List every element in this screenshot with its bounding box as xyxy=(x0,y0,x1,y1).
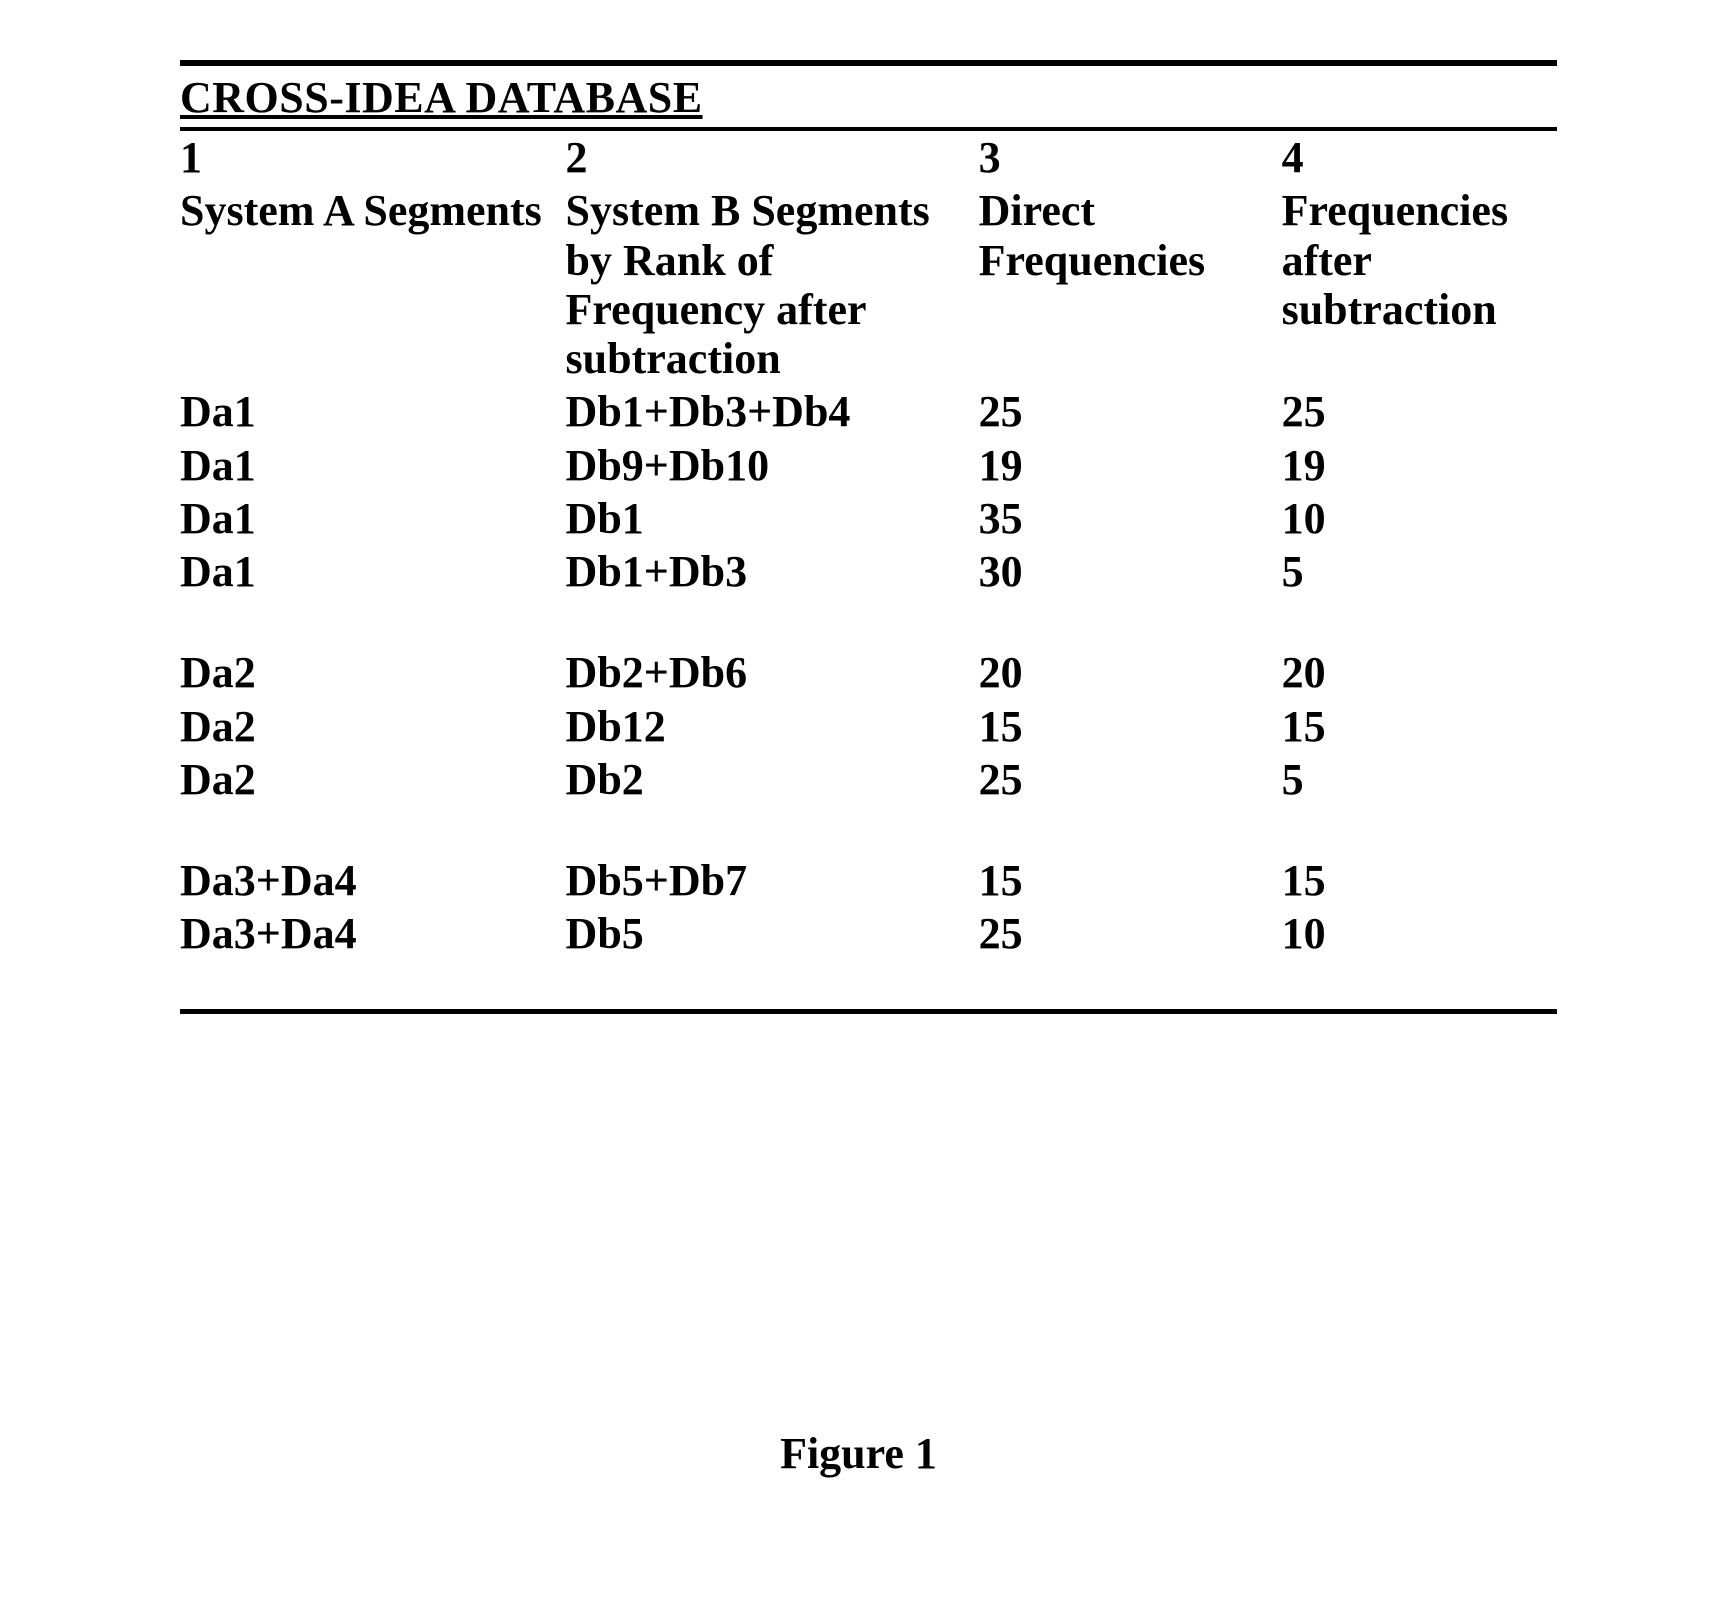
cell-system-a: Da3+Da4 xyxy=(180,907,566,960)
cell-freq-after: 25 xyxy=(1282,385,1557,438)
table-row: Da3+Da4 Db5 25 10 xyxy=(180,907,1557,960)
cross-idea-table: 1 2 3 4 System A Segments System B Segme… xyxy=(180,131,1557,1009)
group-spacer xyxy=(180,806,1557,854)
col-label: Direct Frequencies xyxy=(979,184,1282,385)
cell-freq-after: 5 xyxy=(1282,753,1557,806)
figure-caption: Figure 1 xyxy=(0,1428,1717,1479)
cell-system-a: Da3+Da4 xyxy=(180,854,566,907)
cell-direct-freq: 15 xyxy=(979,854,1282,907)
cell-system-b: Db2+Db6 xyxy=(566,646,979,699)
cell-system-b: Db1+Db3 xyxy=(566,545,979,598)
cell-system-a: Da2 xyxy=(180,646,566,699)
col-number: 3 xyxy=(979,131,1282,184)
cell-system-b: Db2 xyxy=(566,753,979,806)
cell-system-a: Da1 xyxy=(180,492,566,545)
table-row: Da2 Db2 25 5 xyxy=(180,753,1557,806)
cell-system-b: Db5 xyxy=(566,907,979,960)
col-label: Frequencies after subtraction xyxy=(1282,184,1557,385)
cell-direct-freq: 19 xyxy=(979,439,1282,492)
group-spacer xyxy=(180,598,1557,646)
cell-system-a: Da2 xyxy=(180,700,566,753)
cell-freq-after: 15 xyxy=(1282,700,1557,753)
table-row: Da2 Db12 15 15 xyxy=(180,700,1557,753)
cell-system-b: Db1+Db3+Db4 xyxy=(566,385,979,438)
cell-system-a: Da2 xyxy=(180,753,566,806)
cell-freq-after: 10 xyxy=(1282,907,1557,960)
cell-direct-freq: 20 xyxy=(979,646,1282,699)
col-label: System A Segments xyxy=(180,184,566,385)
col-number: 1 xyxy=(180,131,566,184)
cell-freq-after: 15 xyxy=(1282,854,1557,907)
col-number: 4 xyxy=(1282,131,1557,184)
cell-direct-freq: 35 xyxy=(979,492,1282,545)
table-row: Da2 Db2+Db6 20 20 xyxy=(180,646,1557,699)
cell-system-a: Da1 xyxy=(180,545,566,598)
cell-freq-after: 10 xyxy=(1282,492,1557,545)
table-title: CROSS-IDEA DATABASE xyxy=(180,73,703,122)
table-row: Da1 Db1+Db3 30 5 xyxy=(180,545,1557,598)
cell-direct-freq: 25 xyxy=(979,385,1282,438)
table-row: Da1 Db1+Db3+Db4 25 25 xyxy=(180,385,1557,438)
cell-freq-after: 20 xyxy=(1282,646,1557,699)
table-row: Da1 Db1 35 10 xyxy=(180,492,1557,545)
cell-system-b: Db12 xyxy=(566,700,979,753)
table-title-row: CROSS-IDEA DATABASE xyxy=(180,66,1557,131)
cell-system-b: Db9+Db10 xyxy=(566,439,979,492)
cell-freq-after: 19 xyxy=(1282,439,1557,492)
table-container: CROSS-IDEA DATABASE 1 2 3 4 System A Seg… xyxy=(180,60,1557,1014)
col-number: 2 xyxy=(566,131,979,184)
cell-system-a: Da1 xyxy=(180,385,566,438)
cell-direct-freq: 15 xyxy=(979,700,1282,753)
table-row: Da1 Db9+Db10 19 19 xyxy=(180,439,1557,492)
figure-page: CROSS-IDEA DATABASE 1 2 3 4 System A Seg… xyxy=(0,0,1717,1599)
group-spacer xyxy=(180,961,1557,1009)
cell-system-b: Db1 xyxy=(566,492,979,545)
table-body: 1 2 3 4 System A Segments System B Segme… xyxy=(180,131,1557,1009)
cell-system-b: Db5+Db7 xyxy=(566,854,979,907)
header-number-row: 1 2 3 4 xyxy=(180,131,1557,184)
table-row: Da3+Da4 Db5+Db7 15 15 xyxy=(180,854,1557,907)
cell-freq-after: 5 xyxy=(1282,545,1557,598)
cell-system-a: Da1 xyxy=(180,439,566,492)
cell-direct-freq: 25 xyxy=(979,907,1282,960)
cell-direct-freq: 30 xyxy=(979,545,1282,598)
header-label-row: System A Segments System B Segments by R… xyxy=(180,184,1557,385)
cell-direct-freq: 25 xyxy=(979,753,1282,806)
col-label: System B Segments by Rank of Frequency a… xyxy=(566,184,979,385)
